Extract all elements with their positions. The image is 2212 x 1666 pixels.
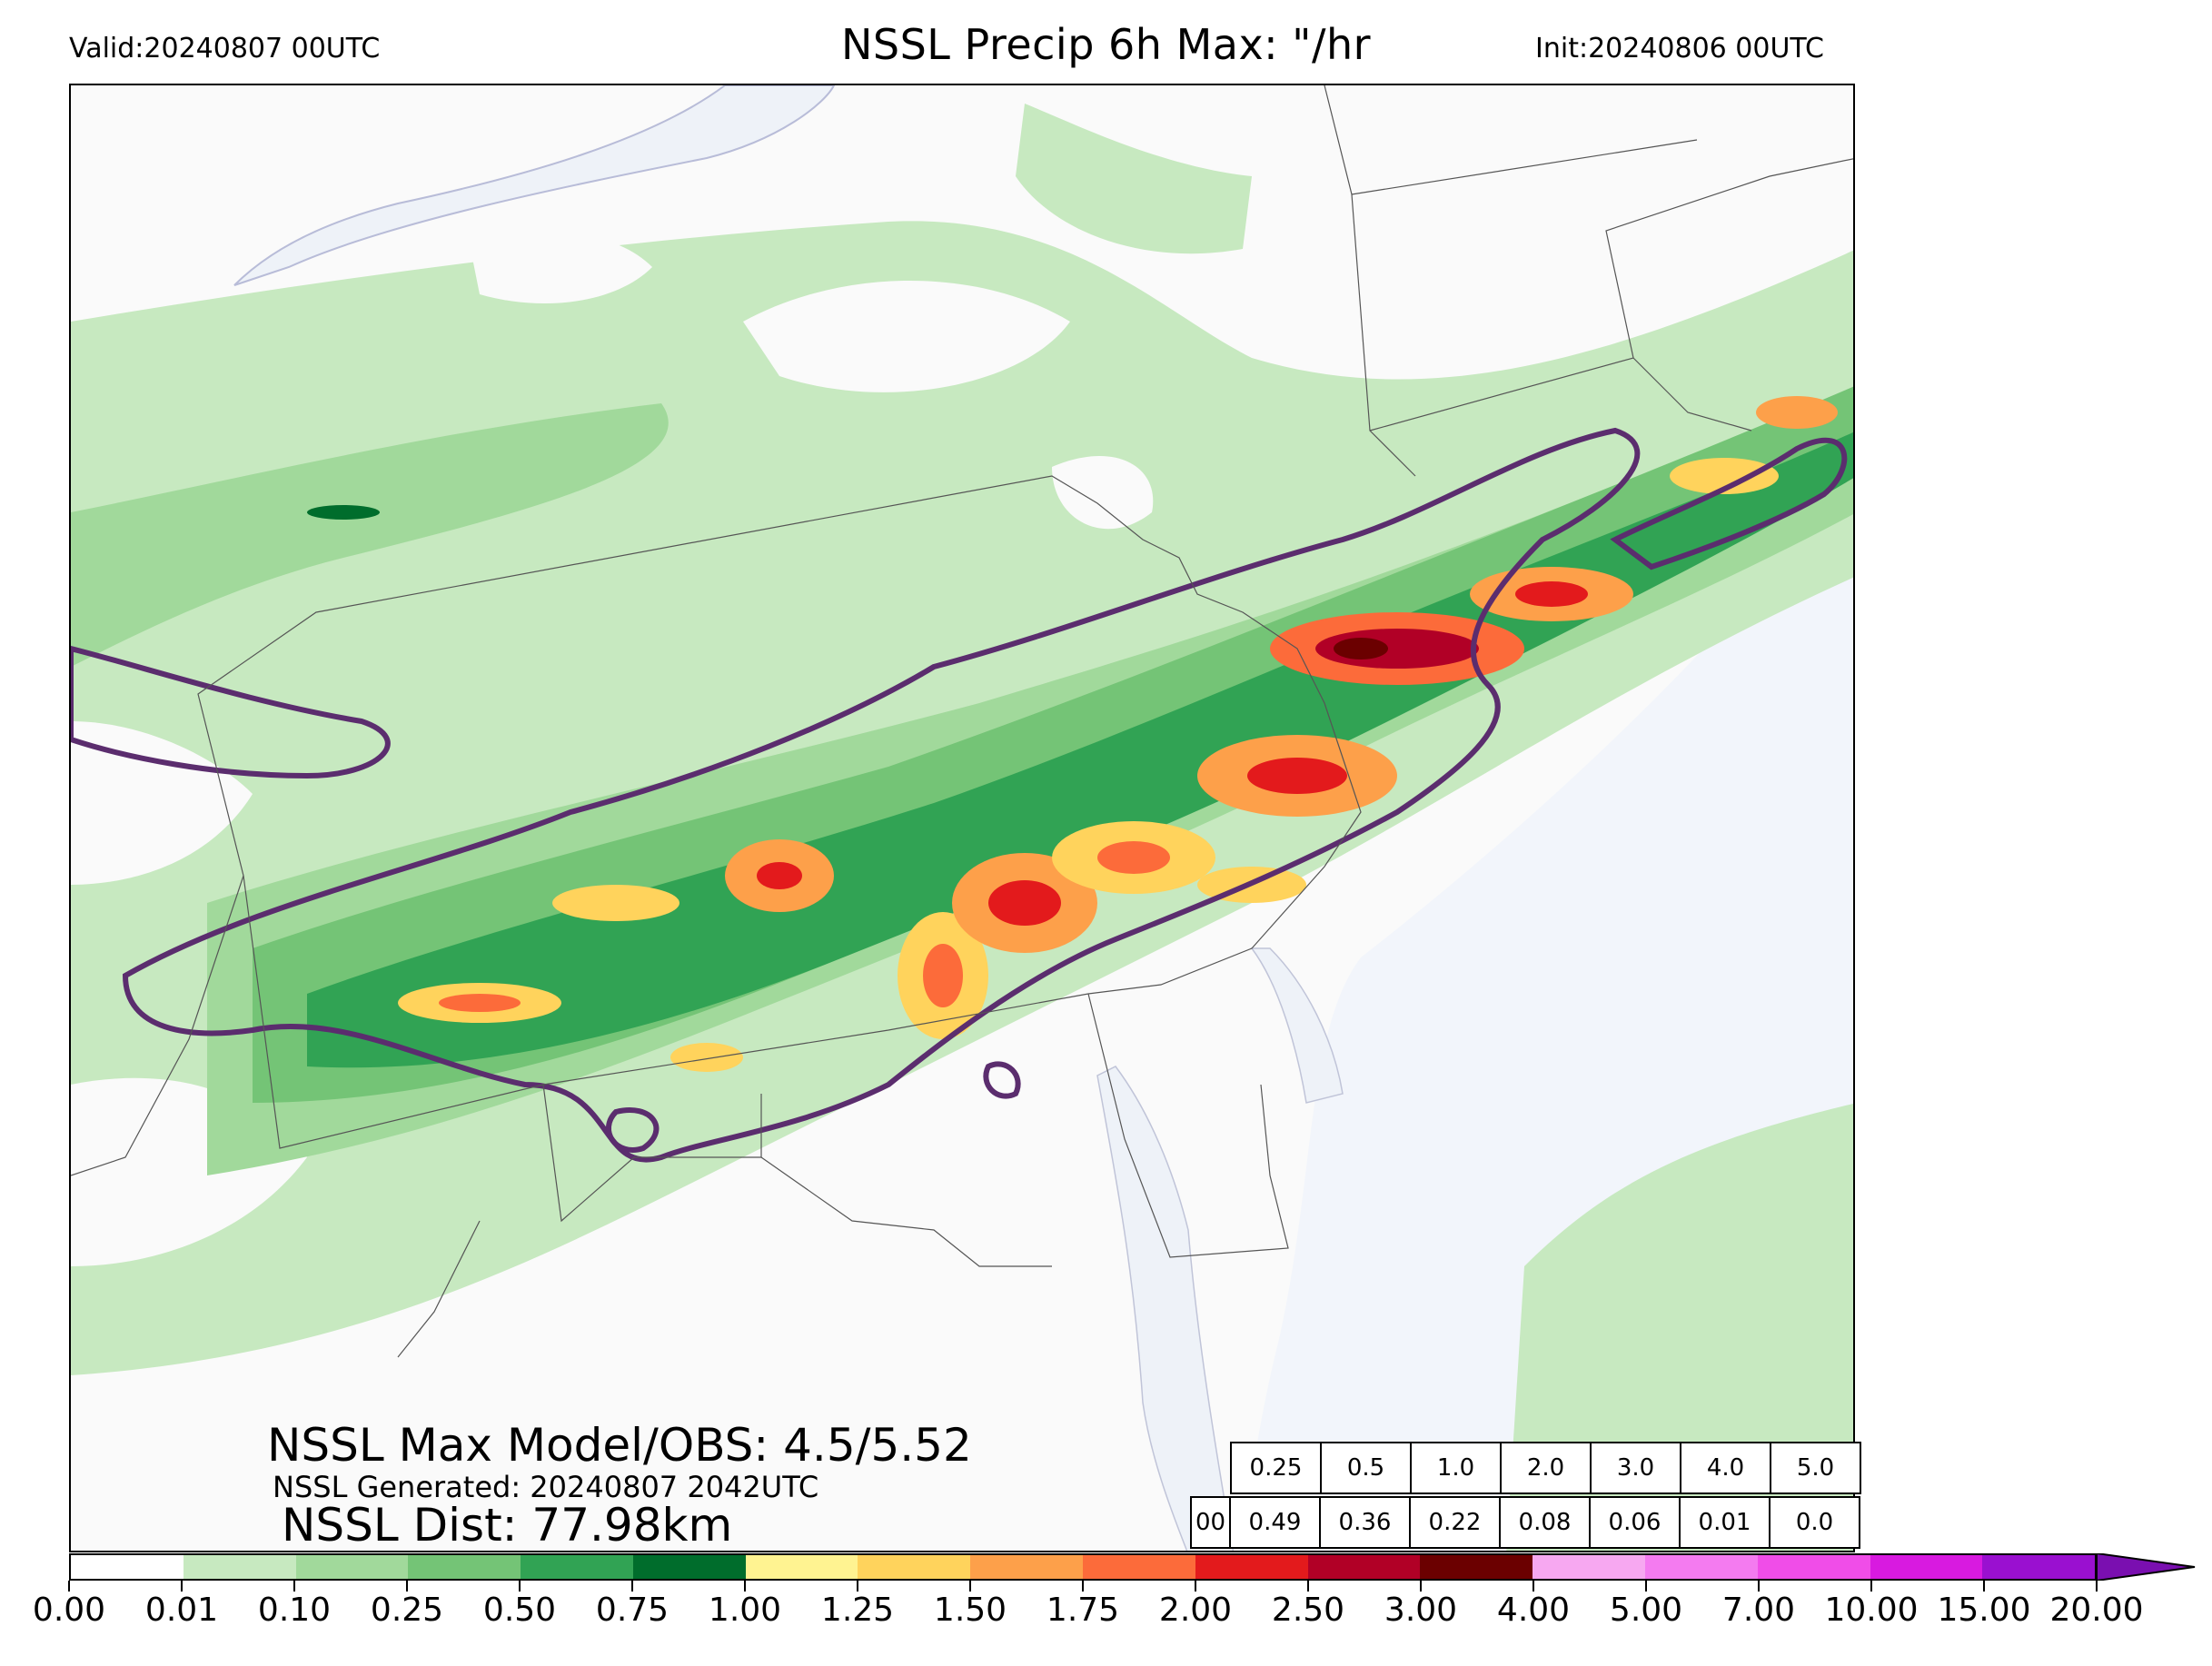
score-cell: 0.06 [1589,1496,1681,1549]
colorbar-tick-label: 3.00 [1384,1592,1458,1629]
precip-map [69,84,1855,1552]
state-boundaries [71,85,1853,1358]
colorbar-tick-label: 2.00 [1158,1592,1233,1629]
colorbar-segment [1982,1555,2096,1579]
threshold-cell: 3.0 [1590,1442,1681,1494]
colorbar-tick-mark [68,1581,70,1592]
score-cell: 0.36 [1319,1496,1411,1549]
colorbar-tick-mark [969,1581,971,1592]
threshold-cell: 0.5 [1320,1442,1412,1494]
threshold-cell: 2.0 [1500,1442,1592,1494]
threshold-table: 0.25 0.5 1.0 2.0 3.0 4.0 5.0 [1230,1442,1861,1494]
valid-time-label: Valid:20240807 00UTC [69,33,381,64]
colorbar-segment [1420,1555,1533,1579]
threshold-cell: 5.0 [1770,1442,1861,1494]
threshold-cell: 1.0 [1410,1442,1502,1494]
score-cell: 0.08 [1499,1496,1591,1549]
precip-intense [307,431,1853,1068]
score-cell: 0.01 [1679,1496,1771,1549]
colorbar-tick-mark [1082,1581,1084,1592]
colorbar-tick-mark [1307,1581,1309,1592]
colorbar-tick-mark [744,1581,746,1592]
colorbar-tick-label: 1.00 [708,1592,782,1629]
lake-ontario [233,85,836,286]
colorbar-tick-label: 1.50 [933,1592,1007,1629]
colorbar-tick-mark [406,1581,408,1592]
colorbar-tick-mark [1645,1581,1647,1592]
threshold-cell: 0.25 [1230,1442,1322,1494]
colorbar-tick-label: 0.50 [482,1592,557,1629]
colorbar-tick-label: 15.00 [1937,1592,2031,1629]
colorbar-segment [71,1555,184,1579]
colorbar-tick-mark [631,1581,633,1592]
colorbar-segment [183,1555,296,1579]
colorbar-tick-label: 0.75 [595,1592,670,1629]
colorbar-tick-mark [2096,1581,2098,1592]
score-cell: 00 [1190,1496,1231,1549]
colorbar-tick-mark [1533,1581,1534,1592]
colorbar-tick-mark [519,1581,521,1592]
colorbar-segment [745,1555,858,1579]
colorbar-tick-mark [1420,1581,1422,1592]
colorbar-segment [1757,1555,1870,1579]
colorbar-tick-label: 0.25 [370,1592,444,1629]
colorbar-tick-label: 10.00 [1824,1592,1919,1629]
colorbar-tick-label: 1.25 [820,1592,895,1629]
colorbar-segment [632,1555,746,1579]
colorbar-tick-label: 7.00 [1721,1592,1796,1629]
threshold-cell: 4.0 [1680,1442,1771,1494]
white-gaps [71,233,1154,1266]
map-canvas [71,85,1853,1551]
colorbar-tick-label: 1.75 [1046,1592,1120,1629]
colorbar-segment [970,1555,1084,1579]
colorbar-tick-mark [293,1581,295,1592]
score-table: 00 0.49 0.36 0.22 0.08 0.06 0.01 0.0 [1190,1496,1860,1549]
colorbar-tick-mark [1870,1581,1872,1592]
colorbar-segment [521,1555,633,1579]
colorbar-tick-mark [1758,1581,1760,1592]
max-model-obs-text: NSSL Max Model/OBS: 4.5/5.52 [267,1419,972,1472]
colorbar-segment [1533,1555,1645,1579]
precip-cores [307,396,1838,1072]
distance-text: NSSL Dist: 77.98km [282,1499,733,1552]
generated-time-text: NSSL Generated: 20240807 2042UTC [273,1470,819,1504]
score-cell: 0.0 [1769,1496,1860,1549]
score-cell: 0.22 [1409,1496,1501,1549]
colorbar-segment [1195,1555,1308,1579]
chesapeake-bay [1096,1066,1235,1551]
colorbar-tick-label: 20.00 [2049,1592,2144,1629]
colorbar-segment [1083,1555,1195,1579]
colorbar-tick-label: 0.10 [257,1592,332,1629]
colorbar-extend-arrow [2097,1553,2196,1581]
colorbar-segment [1307,1555,1421,1579]
colorbar-segment [408,1555,521,1579]
colorbar-segment [295,1555,409,1579]
delaware-bay [1250,947,1344,1104]
colorbar [69,1553,2097,1581]
colorbar-tick-mark [857,1581,858,1592]
colorbar-tick-label: 0.01 [144,1592,219,1629]
colorbar-segment [858,1555,971,1579]
colorbar-tick-mark [1195,1581,1196,1592]
colorbar-tick-label: 5.00 [1609,1592,1683,1629]
colorbar-tick-label: 0.00 [32,1592,106,1629]
init-time-label: Init:20240806 00UTC [1535,33,1824,64]
obs-contours [71,427,1848,1163]
colorbar-tick-mark [1983,1581,1985,1592]
colorbar-segment [1870,1555,1983,1579]
colorbar-segment [1644,1555,1758,1579]
score-cell: 0.49 [1229,1496,1321,1549]
colorbar-tick-label: 4.00 [1496,1592,1571,1629]
page-title: NSSL Precip 6h Max: "/hr [840,20,1372,69]
colorbar-tick-label: 2.50 [1271,1592,1345,1629]
colorbar-tick-mark [181,1581,183,1592]
